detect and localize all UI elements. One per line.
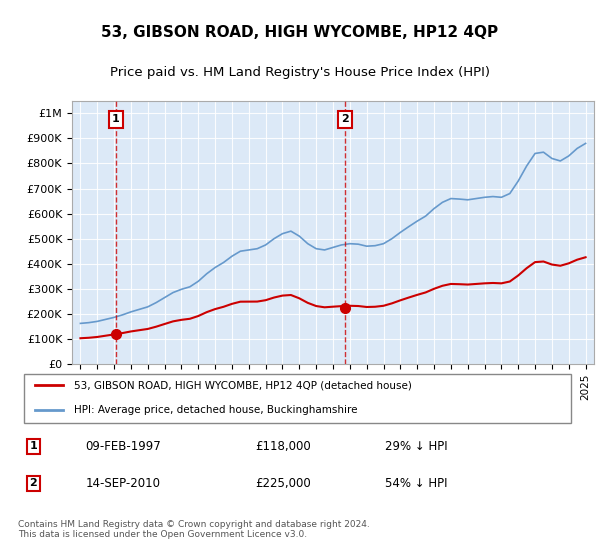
Text: 1: 1 (112, 114, 119, 124)
Text: 29% ↓ HPI: 29% ↓ HPI (385, 440, 447, 453)
Text: 14-SEP-2010: 14-SEP-2010 (86, 477, 161, 490)
Text: £225,000: £225,000 (255, 477, 311, 490)
Text: 53, GIBSON ROAD, HIGH WYCOMBE, HP12 4QP (detached house): 53, GIBSON ROAD, HIGH WYCOMBE, HP12 4QP … (74, 380, 412, 390)
Text: Price paid vs. HM Land Registry's House Price Index (HPI): Price paid vs. HM Land Registry's House … (110, 66, 490, 78)
Text: 54% ↓ HPI: 54% ↓ HPI (385, 477, 447, 490)
Text: 53, GIBSON ROAD, HIGH WYCOMBE, HP12 4QP: 53, GIBSON ROAD, HIGH WYCOMBE, HP12 4QP (101, 25, 499, 40)
Text: 1: 1 (29, 441, 37, 451)
Text: 2: 2 (29, 478, 37, 488)
Text: Contains HM Land Registry data © Crown copyright and database right 2024.
This d: Contains HM Land Registry data © Crown c… (18, 520, 370, 539)
Text: 2: 2 (341, 114, 349, 124)
Text: HPI: Average price, detached house, Buckinghamshire: HPI: Average price, detached house, Buck… (74, 405, 358, 415)
FancyBboxPatch shape (23, 374, 571, 423)
Text: 09-FEB-1997: 09-FEB-1997 (86, 440, 161, 453)
Text: £118,000: £118,000 (255, 440, 311, 453)
